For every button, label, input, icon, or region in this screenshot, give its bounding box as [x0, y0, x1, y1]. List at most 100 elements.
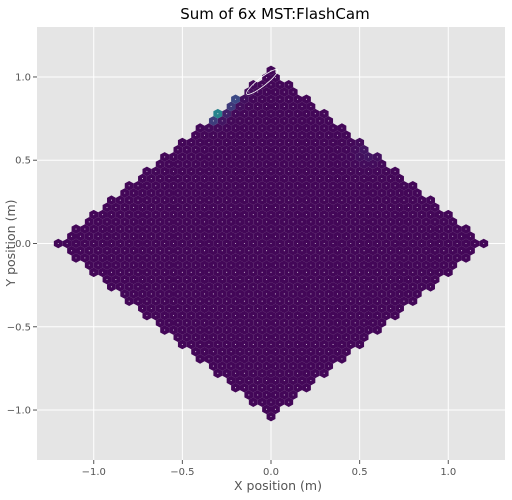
pixel-center-dot	[234, 199, 237, 201]
pixel-center-dot	[266, 134, 268, 136]
pixel-center-dot	[385, 199, 387, 201]
pixel-center-dot	[398, 178, 401, 180]
pixel-center-dot	[288, 358, 290, 360]
pixel-center-dot	[168, 178, 170, 180]
pixel-center-dot	[257, 264, 259, 266]
pixel-center-dot	[354, 221, 356, 223]
pixel-center-dot	[297, 300, 299, 302]
pixel-center-dot	[345, 221, 347, 223]
pixel-center-dot	[217, 358, 219, 360]
pixel-center-dot	[274, 120, 276, 122]
pixel-center-dot	[181, 228, 183, 230]
pixel-center-dot	[390, 178, 392, 180]
pixel-center-dot	[305, 170, 308, 172]
pixel-center-dot	[438, 271, 440, 273]
pixel-center-dot	[243, 343, 245, 346]
pixel-center-dot	[177, 336, 179, 338]
pixel-center-dot	[257, 91, 259, 93]
pixel-center-dot	[350, 300, 352, 302]
pixel-center-dot	[425, 221, 427, 223]
pixel-center-dot	[345, 192, 347, 194]
pixel-center-dot	[354, 293, 356, 295]
pixel-center-dot	[323, 257, 325, 259]
pixel-center-dot	[93, 257, 95, 259]
pixel-center-dot	[421, 286, 423, 288]
pixel-center-dot	[137, 257, 139, 259]
pixel-center-dot	[323, 141, 325, 144]
pixel-center-dot	[292, 322, 294, 324]
pixel-center-dot	[159, 307, 161, 309]
pixel-center-dot	[164, 300, 166, 302]
pixel-center-dot	[350, 141, 352, 144]
pixel-center-dot	[150, 192, 152, 194]
pixel-center-dot	[266, 163, 268, 165]
pixel-center-dot	[203, 178, 206, 180]
pixel-center-dot	[323, 185, 325, 187]
pixel-center-dot	[217, 141, 219, 144]
pixel-center-dot	[257, 394, 259, 396]
pixel-center-dot	[394, 257, 396, 259]
pixel-center-dot	[97, 264, 99, 266]
pixel-center-dot	[217, 228, 219, 230]
pixel-center-dot	[239, 250, 241, 252]
pixel-center-dot	[243, 300, 245, 302]
pixel-center-dot	[177, 206, 179, 208]
pixel-center-dot	[367, 329, 370, 331]
pixel-center-dot	[150, 279, 152, 281]
pixel-center-dot	[288, 401, 290, 403]
pixel-center-dot	[248, 264, 250, 266]
pixel-center-dot	[248, 163, 250, 165]
pixel-center-dot	[226, 156, 228, 158]
pixel-center-dot	[226, 358, 228, 360]
pixel-center-dot	[297, 127, 299, 129]
pixel-center-dot	[190, 329, 192, 331]
pixel-center-dot	[283, 120, 285, 122]
pixel-center-dot	[212, 163, 214, 165]
pixel-center-dot	[190, 156, 192, 158]
pixel-center-dot	[345, 178, 347, 180]
pixel-center-dot	[110, 214, 113, 216]
pixel-center-dot	[301, 322, 303, 324]
pixel-center-dot	[363, 250, 365, 252]
pixel-center-dot	[421, 199, 423, 201]
pixel-center-dot	[159, 322, 161, 324]
pixel-center-dot	[385, 214, 387, 216]
pixel-center-dot	[177, 163, 179, 165]
pixel-center-dot	[341, 286, 343, 288]
pixel-center-dot	[270, 127, 272, 129]
pixel-center-dot	[305, 113, 308, 115]
pixel-center-dot	[110, 199, 113, 201]
pixel-center-dot	[381, 221, 383, 223]
pixel-center-dot	[164, 185, 166, 187]
pixel-center-dot	[403, 185, 405, 187]
pixel-center-dot	[195, 336, 197, 338]
pixel-center-dot	[221, 120, 223, 122]
pixel-center-dot	[274, 250, 276, 252]
pixel-center-dot	[212, 250, 214, 252]
pixel-center-dot	[208, 127, 210, 129]
pixel-center-dot	[305, 315, 308, 317]
pixel-center-dot	[434, 206, 436, 208]
pixel-center-dot	[323, 300, 325, 302]
pixel-center-dot	[270, 113, 272, 115]
pixel-center-dot	[385, 271, 387, 273]
pixel-center-dot	[208, 141, 210, 144]
pixel-center-dot	[243, 271, 245, 273]
pixel-center-dot	[279, 329, 281, 331]
pixel-center-dot	[243, 170, 245, 172]
pixel-center-dot	[403, 242, 405, 245]
pixel-center-dot	[354, 206, 356, 208]
pixel-center-dot	[257, 120, 259, 122]
pixel-center-dot	[283, 134, 285, 136]
pixel-center-dot	[119, 228, 121, 230]
pixel-center-dot	[155, 300, 157, 302]
pixel-center-dot	[243, 242, 245, 245]
pixel-center-dot	[305, 214, 308, 216]
pixel-center-dot	[186, 322, 188, 324]
pixel-center-dot	[390, 293, 392, 295]
pixel-center-dot	[416, 279, 418, 281]
pixel-center-dot	[283, 336, 285, 338]
pixel-center-dot	[230, 279, 232, 281]
pixel-center-dot	[398, 279, 401, 281]
pixel-center-dot	[133, 192, 135, 194]
